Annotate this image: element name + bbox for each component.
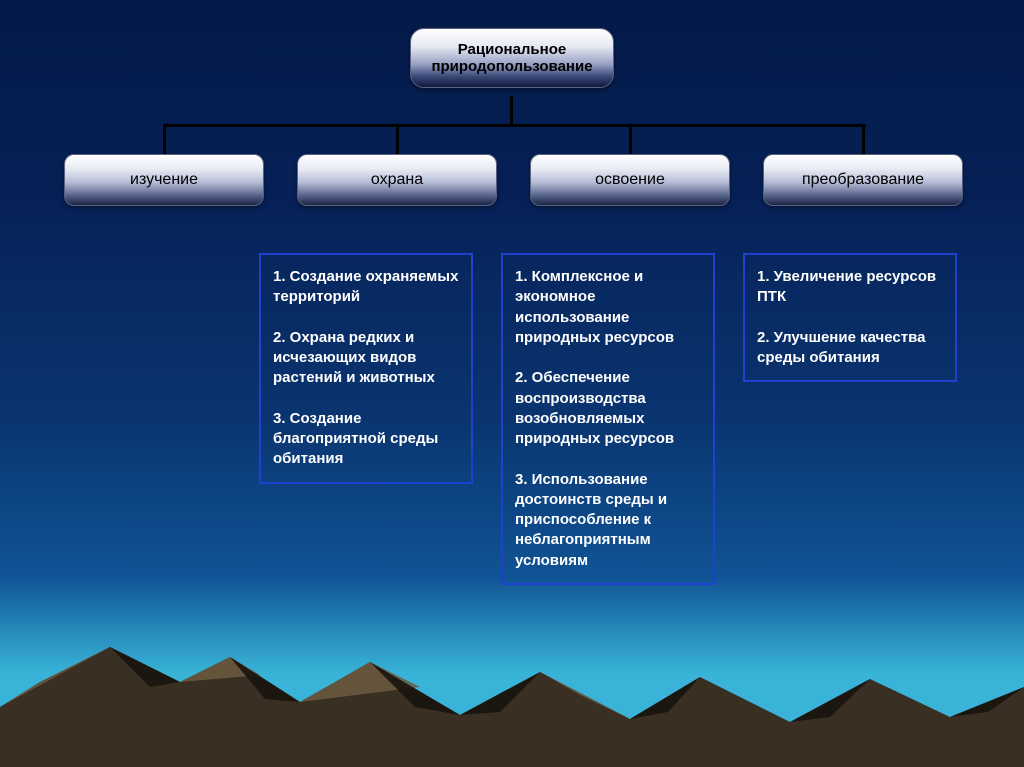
child-node-3: преобразование (763, 154, 963, 206)
detail-box-1: 1. Комплексное и экономное использование… (501, 253, 715, 585)
root-node: Рациональное природопользование (410, 28, 614, 88)
connector-drop-1 (396, 124, 399, 154)
diagram-content: Рациональное природопользование изучение… (0, 0, 1024, 767)
detail-box-2: 1. Увеличение ресурсов ПТК 2. Улучшение … (743, 253, 957, 382)
connector-drop-0 (163, 124, 166, 154)
child-node-2: освоение (530, 154, 730, 206)
child-node-1: охрана (297, 154, 497, 206)
connector-trunk (510, 96, 513, 124)
connector-hbar (164, 124, 866, 127)
child-node-0: изучение (64, 154, 264, 206)
connector-drop-3 (862, 124, 865, 154)
detail-box-0: 1. Создание охраняемых территорий 2. Охр… (259, 253, 473, 484)
connector-drop-2 (629, 124, 632, 154)
